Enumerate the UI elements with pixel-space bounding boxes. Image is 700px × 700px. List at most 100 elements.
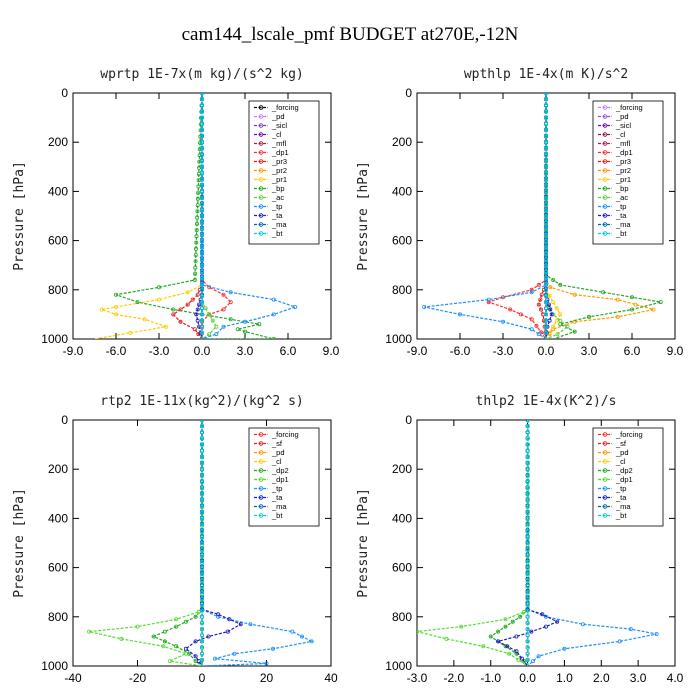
series-marker (658, 300, 663, 305)
legend-marker (602, 114, 608, 119)
series-marker (87, 629, 92, 634)
series-marker (525, 633, 530, 638)
series-marker (544, 146, 549, 151)
series-line (88, 420, 203, 666)
series-marker (587, 314, 592, 319)
series-marker (199, 324, 204, 329)
series-line (545, 93, 569, 339)
legend-marker (602, 477, 608, 482)
x-tick-label: -6.0 (450, 344, 471, 358)
series-marker (525, 614, 530, 619)
legend-marker (258, 213, 264, 218)
y-axis-label: Pressure [hPa] (12, 161, 27, 271)
series-marker (199, 454, 204, 459)
x-tick-label: 1.0 (556, 671, 573, 685)
series-marker (514, 634, 519, 639)
series-marker (167, 659, 172, 664)
series-marker (199, 536, 204, 541)
legend-entry: _ta (615, 493, 627, 502)
x-tick-label: -9.0 (63, 344, 84, 358)
series-marker (199, 287, 204, 292)
legend-marker (258, 186, 264, 191)
series-marker (540, 612, 545, 617)
series-marker (544, 232, 549, 237)
series-marker (199, 485, 204, 490)
series-marker (199, 621, 204, 626)
series-marker (544, 93, 548, 95)
legend-marker (602, 150, 608, 155)
legend-marker (602, 132, 608, 137)
legend-marker (602, 468, 608, 473)
series-marker (214, 324, 219, 329)
series-marker (199, 571, 204, 576)
series-marker (544, 269, 549, 274)
legend-marker (602, 213, 608, 218)
series-marker (212, 656, 217, 661)
series-marker (199, 189, 204, 194)
legend-entry: _pr3 (271, 157, 287, 166)
series-marker (194, 228, 199, 233)
series-marker (248, 622, 253, 627)
series-marker (199, 633, 204, 638)
legend-entry: _ma (615, 502, 631, 511)
legend-entry: _ac (615, 193, 628, 202)
x-tick-label: 20 (260, 671, 274, 685)
series-marker (199, 158, 204, 163)
series-marker (242, 319, 247, 324)
legend-marker (258, 231, 264, 236)
series-marker (525, 436, 530, 441)
series-marker (529, 290, 534, 295)
series-marker (529, 629, 534, 634)
series-marker (195, 209, 200, 214)
series-marker (496, 639, 501, 644)
series-marker (529, 317, 534, 322)
series-marker (193, 265, 198, 270)
series-marker (617, 639, 622, 644)
legend-marker (258, 504, 264, 509)
series-marker (539, 307, 544, 312)
series-marker (228, 317, 233, 322)
series-marker (199, 584, 204, 589)
legend-entry: _pr2 (615, 166, 631, 175)
series-marker (271, 297, 276, 302)
series-marker (525, 584, 530, 589)
series-marker (193, 252, 198, 257)
series-marker (199, 226, 204, 231)
series-marker (525, 534, 530, 539)
series-marker (525, 454, 530, 459)
series-marker (544, 300, 549, 305)
legend-entry: _forcing (271, 430, 299, 439)
series-marker (525, 522, 530, 527)
legend-marker (258, 204, 264, 209)
series-marker (558, 318, 563, 323)
y-tick-label: 400 (392, 184, 412, 198)
series-marker (221, 307, 226, 312)
series-marker (199, 312, 204, 317)
series-marker (193, 271, 198, 276)
legend-marker (602, 459, 608, 464)
series-marker (486, 297, 491, 302)
series-marker (114, 292, 119, 297)
legend-entry: _sf (615, 439, 627, 448)
series-marker (544, 207, 549, 212)
legend-marker (258, 468, 264, 473)
chart-panel: wpthlp 1E-4x(m K)/s^2 Pressure [hPa] 0 200 4… (356, 67, 684, 358)
series-marker (521, 609, 526, 614)
legend-marker (602, 168, 608, 173)
series-marker (199, 207, 204, 212)
series-marker (199, 140, 204, 145)
y-tick-label: 0 (61, 413, 68, 427)
series-marker (544, 97, 549, 102)
legend-marker (602, 432, 608, 437)
series-marker (193, 259, 198, 264)
series-marker (228, 290, 233, 295)
series-marker (481, 644, 486, 649)
series-marker (199, 461, 204, 466)
legend-marker (602, 513, 608, 518)
chart-title: rtp2 1E-11x(kg^2)/(kg^2 s) (100, 394, 304, 409)
series-marker (199, 627, 204, 632)
y-tick-label: 800 (392, 283, 412, 297)
legend-marker (258, 222, 264, 227)
legend-entry: _mfl (271, 139, 287, 148)
series-marker (544, 183, 549, 188)
